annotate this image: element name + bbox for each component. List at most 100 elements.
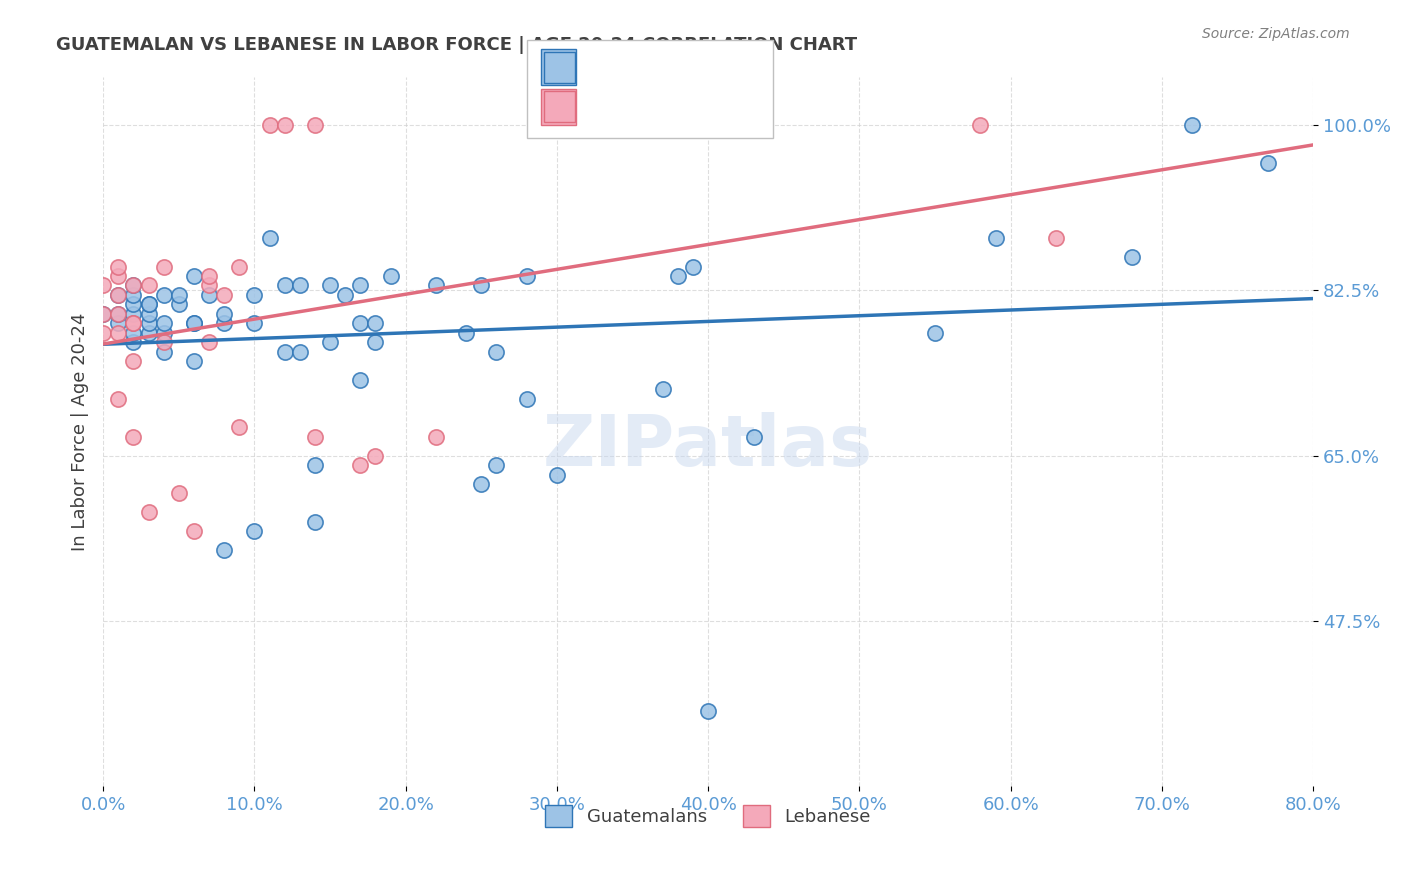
Point — [212, 307, 235, 321]
Point — [273, 344, 295, 359]
Point — [122, 335, 145, 350]
Point — [138, 278, 160, 293]
Text: R =: R = — [586, 92, 628, 111]
Point — [138, 316, 160, 330]
Point — [333, 288, 356, 302]
Point — [138, 297, 160, 311]
Point — [470, 278, 492, 293]
Point — [152, 316, 174, 330]
Point — [666, 268, 689, 283]
Point — [319, 335, 342, 350]
Point — [470, 477, 492, 491]
Point — [349, 458, 371, 472]
Point — [138, 505, 160, 519]
Text: ZIPatlas: ZIPatlas — [543, 411, 873, 481]
Point — [651, 383, 673, 397]
Point — [91, 278, 114, 293]
Point — [138, 297, 160, 311]
Point — [183, 524, 205, 539]
Point — [183, 268, 205, 283]
Text: 36: 36 — [707, 92, 734, 111]
Point — [304, 430, 326, 444]
Point — [259, 118, 281, 132]
Point — [349, 316, 371, 330]
Point — [984, 231, 1007, 245]
Point — [425, 430, 447, 444]
Point — [107, 260, 129, 274]
Point — [152, 260, 174, 274]
Point — [122, 430, 145, 444]
Point — [122, 316, 145, 330]
Point — [243, 524, 266, 539]
Point — [107, 288, 129, 302]
Point — [364, 449, 387, 463]
Point — [122, 278, 145, 293]
Point — [697, 704, 720, 718]
Point — [228, 260, 250, 274]
Legend: Guatemalans, Lebanese: Guatemalans, Lebanese — [538, 797, 879, 834]
Point — [167, 486, 190, 500]
Point — [122, 278, 145, 293]
Point — [122, 307, 145, 321]
Point — [122, 326, 145, 340]
Point — [319, 278, 342, 293]
Point — [546, 467, 568, 482]
Point — [349, 278, 371, 293]
Point — [212, 288, 235, 302]
Point — [107, 392, 129, 406]
Point — [969, 118, 991, 132]
Point — [485, 344, 508, 359]
Point — [183, 316, 205, 330]
Point — [1257, 155, 1279, 169]
Point — [122, 288, 145, 302]
Point — [288, 344, 311, 359]
Point — [138, 307, 160, 321]
Point — [349, 373, 371, 387]
Point — [198, 278, 221, 293]
Point — [1045, 231, 1067, 245]
Point — [273, 278, 295, 293]
Point — [243, 288, 266, 302]
Point — [212, 543, 235, 558]
Text: 0.124: 0.124 — [621, 92, 683, 111]
Point — [152, 326, 174, 340]
Point — [107, 326, 129, 340]
Point — [212, 316, 235, 330]
Point — [122, 354, 145, 368]
Point — [425, 278, 447, 293]
Text: R =: R = — [586, 54, 628, 72]
Point — [243, 316, 266, 330]
Point — [273, 118, 295, 132]
Point — [380, 268, 402, 283]
Text: Source: ZipAtlas.com: Source: ZipAtlas.com — [1202, 27, 1350, 41]
Point — [530, 118, 553, 132]
Point — [152, 344, 174, 359]
Point — [682, 260, 704, 274]
Point — [304, 515, 326, 529]
Point — [364, 316, 387, 330]
Point — [183, 316, 205, 330]
Point — [228, 420, 250, 434]
Text: GUATEMALAN VS LEBANESE IN LABOR FORCE | AGE 20-24 CORRELATION CHART: GUATEMALAN VS LEBANESE IN LABOR FORCE | … — [56, 36, 858, 54]
Point — [516, 392, 538, 406]
Point — [107, 307, 129, 321]
Point — [91, 307, 114, 321]
Text: 0.396: 0.396 — [621, 54, 683, 72]
Point — [304, 458, 326, 472]
Point — [742, 430, 765, 444]
Point — [107, 307, 129, 321]
Point — [516, 268, 538, 283]
Point — [259, 231, 281, 245]
Text: 67: 67 — [707, 54, 734, 72]
Point — [485, 458, 508, 472]
Point — [122, 316, 145, 330]
Point — [167, 288, 190, 302]
Point — [152, 335, 174, 350]
Y-axis label: In Labor Force | Age 20-24: In Labor Force | Age 20-24 — [72, 313, 89, 551]
Point — [107, 288, 129, 302]
Point — [138, 326, 160, 340]
Point — [152, 288, 174, 302]
Point — [122, 297, 145, 311]
Point — [1121, 250, 1143, 264]
Point — [91, 307, 114, 321]
